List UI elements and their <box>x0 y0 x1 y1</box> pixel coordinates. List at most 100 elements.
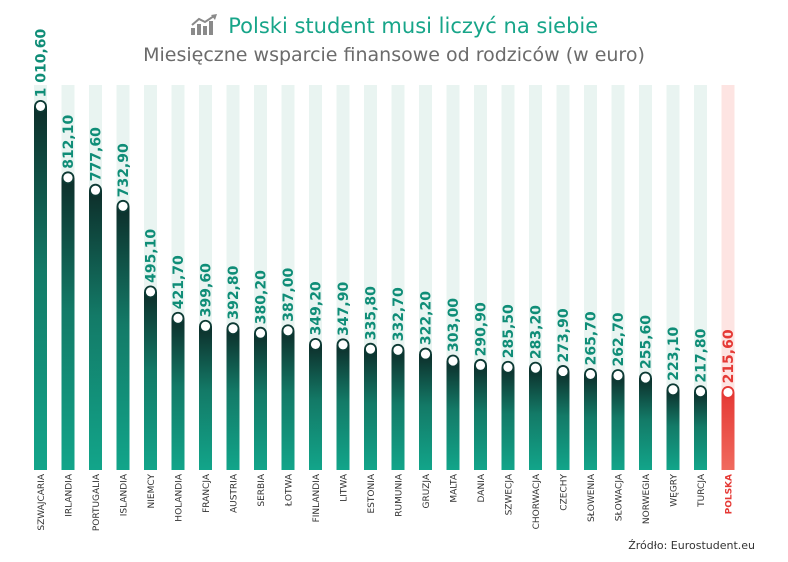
source-note: Źródło: Eurostudent.eu <box>628 539 755 552</box>
bar <box>446 360 460 470</box>
category-label: FRANCJA <box>202 473 212 513</box>
bar <box>171 318 185 470</box>
bar <box>501 367 515 470</box>
value-label: 1 010,60 <box>34 28 50 97</box>
category-label: TURCJA <box>697 473 707 508</box>
category-label: CHORWACJA <box>532 473 542 529</box>
category-label: HOLANDIA <box>175 473 185 522</box>
chart-growth-icon <box>190 14 217 35</box>
bar-marker <box>529 361 542 375</box>
bar-marker <box>254 326 267 340</box>
bar-marker <box>694 385 707 399</box>
bar <box>529 368 542 470</box>
bar-marker <box>34 99 47 113</box>
bar <box>694 391 707 470</box>
bar <box>281 330 295 470</box>
category-label: LITWA <box>340 473 350 502</box>
value-label: 349,20 <box>309 281 325 335</box>
bar-marker <box>226 322 240 336</box>
bar <box>639 378 652 470</box>
value-label: 217,80 <box>694 328 710 382</box>
bar-track <box>694 85 707 470</box>
value-label: 335,80 <box>364 286 380 340</box>
category-label: CZECHY <box>560 473 570 510</box>
value-label: 283,20 <box>529 305 545 359</box>
bar-marker <box>666 383 680 397</box>
value-label: 380,20 <box>254 270 270 324</box>
category-label: NORWEGIA <box>642 473 652 524</box>
category-label: SŁOWENIA <box>587 473 597 522</box>
bar-marker <box>281 324 295 338</box>
value-label: 303,00 <box>446 298 462 352</box>
category-label: NIEMCY <box>147 474 157 509</box>
bar-marker <box>501 360 515 374</box>
bar <box>199 326 212 470</box>
bar-marker <box>116 199 130 213</box>
category-label: SZWAJCARIA <box>37 473 47 530</box>
bar-marker <box>336 338 350 352</box>
bar <box>254 333 267 470</box>
value-label: 285,50 <box>501 304 517 358</box>
bar <box>584 374 597 470</box>
value-label: 332,70 <box>391 287 407 341</box>
bar <box>34 106 47 470</box>
category-label: ŁOTWA <box>285 473 295 507</box>
bar-marker <box>721 386 735 399</box>
chart-title: Polski student musi liczyć na siebie <box>228 14 599 38</box>
category-label: FINLANDIA <box>312 473 322 522</box>
bar-marker <box>171 311 185 325</box>
value-label: 392,80 <box>226 265 242 319</box>
value-label: 812,10 <box>61 115 77 169</box>
bar <box>309 344 322 470</box>
bar-marker <box>639 371 652 385</box>
bar-marker <box>144 285 157 299</box>
value-label: 290,90 <box>474 302 490 356</box>
bar <box>61 177 75 471</box>
value-label: 777,60 <box>89 127 105 181</box>
category-label: WĘGRY <box>670 474 680 507</box>
value-label: 322,20 <box>419 291 435 345</box>
bar-marker <box>391 343 405 357</box>
chart-subtitle: Miesięczne wsparcie finansowe od rodzicó… <box>143 44 645 66</box>
value-label: 265,70 <box>584 311 600 365</box>
category-label: RUMUNIA <box>395 473 405 517</box>
value-label: 255,60 <box>639 315 655 369</box>
category-label: SZWECJA <box>505 473 515 515</box>
bar <box>364 349 377 470</box>
bar-marker <box>446 354 460 368</box>
bar <box>474 365 487 470</box>
bar <box>666 389 680 470</box>
bar <box>611 375 625 470</box>
bar-marker <box>474 358 487 372</box>
bar <box>556 371 570 470</box>
value-label: 273,90 <box>556 308 572 362</box>
bar <box>419 354 432 470</box>
title-row: Polski student musi liczyć na siebie <box>0 14 788 38</box>
bar-marker <box>199 319 212 333</box>
bar-marker <box>584 367 597 381</box>
category-label: POLSKA <box>725 474 735 514</box>
bar-marker <box>89 183 102 197</box>
category-label: SERBIA <box>257 473 267 506</box>
category-label: IRLANDIA <box>65 473 75 517</box>
value-label: 495,10 <box>144 229 160 283</box>
bar-marker <box>611 369 625 382</box>
bar <box>336 344 350 470</box>
bar <box>226 328 240 470</box>
bar <box>721 392 735 470</box>
value-label: 732,90 <box>116 143 132 197</box>
category-label: ISLANDIA <box>120 473 130 516</box>
bar-track <box>721 85 735 470</box>
value-label: 387,00 <box>281 267 297 321</box>
bar-marker <box>309 337 322 351</box>
bar-marker <box>556 365 570 378</box>
bar-track <box>666 85 680 470</box>
value-label: 347,90 <box>336 282 352 336</box>
bar-marker <box>419 347 432 361</box>
bar <box>391 350 405 470</box>
value-label: 223,10 <box>666 326 682 380</box>
bar-marker <box>61 171 75 185</box>
bar <box>89 190 102 470</box>
category-label: AUSTRIA <box>230 473 240 513</box>
